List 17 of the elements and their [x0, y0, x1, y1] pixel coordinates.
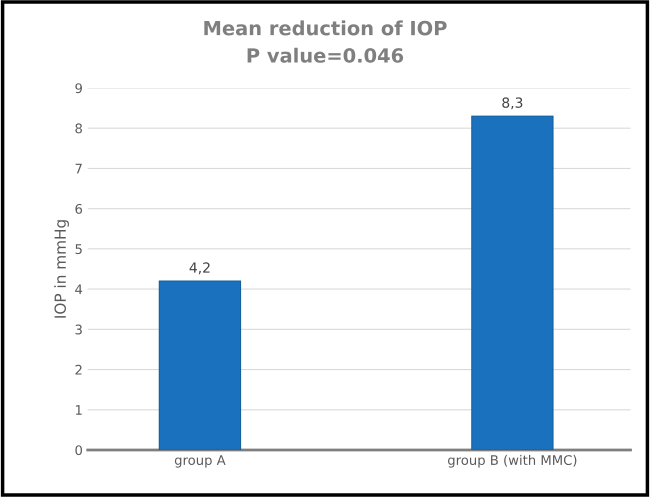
y-tick-label: 9 — [75, 83, 82, 94]
x-tick-label: group B (with MMC) — [448, 454, 576, 468]
y-tick-label: 1 — [76, 405, 82, 415]
y-tick-label: 4 — [75, 284, 82, 294]
chart-title: Mean reduction of IOP — [204, 20, 447, 36]
x-tick-label: group A — [174, 455, 226, 468]
y-tick-label: 0 — [75, 445, 82, 456]
y-tick-label: 8 — [75, 123, 82, 134]
y-tick-label: 6 — [75, 204, 82, 214]
y-tick-label: 7 — [76, 164, 82, 174]
data-label: 4,2 — [190, 262, 210, 274]
y-axis-title: IOP in mmHg — [54, 220, 69, 318]
y-tick-label: 2 — [75, 364, 82, 375]
data-label: 8,3 — [502, 97, 522, 110]
y-tick-label: 5 — [76, 244, 82, 254]
y-tick-label: 3 — [76, 324, 82, 335]
chart-subtitle: P value=0.046 — [248, 48, 404, 63]
